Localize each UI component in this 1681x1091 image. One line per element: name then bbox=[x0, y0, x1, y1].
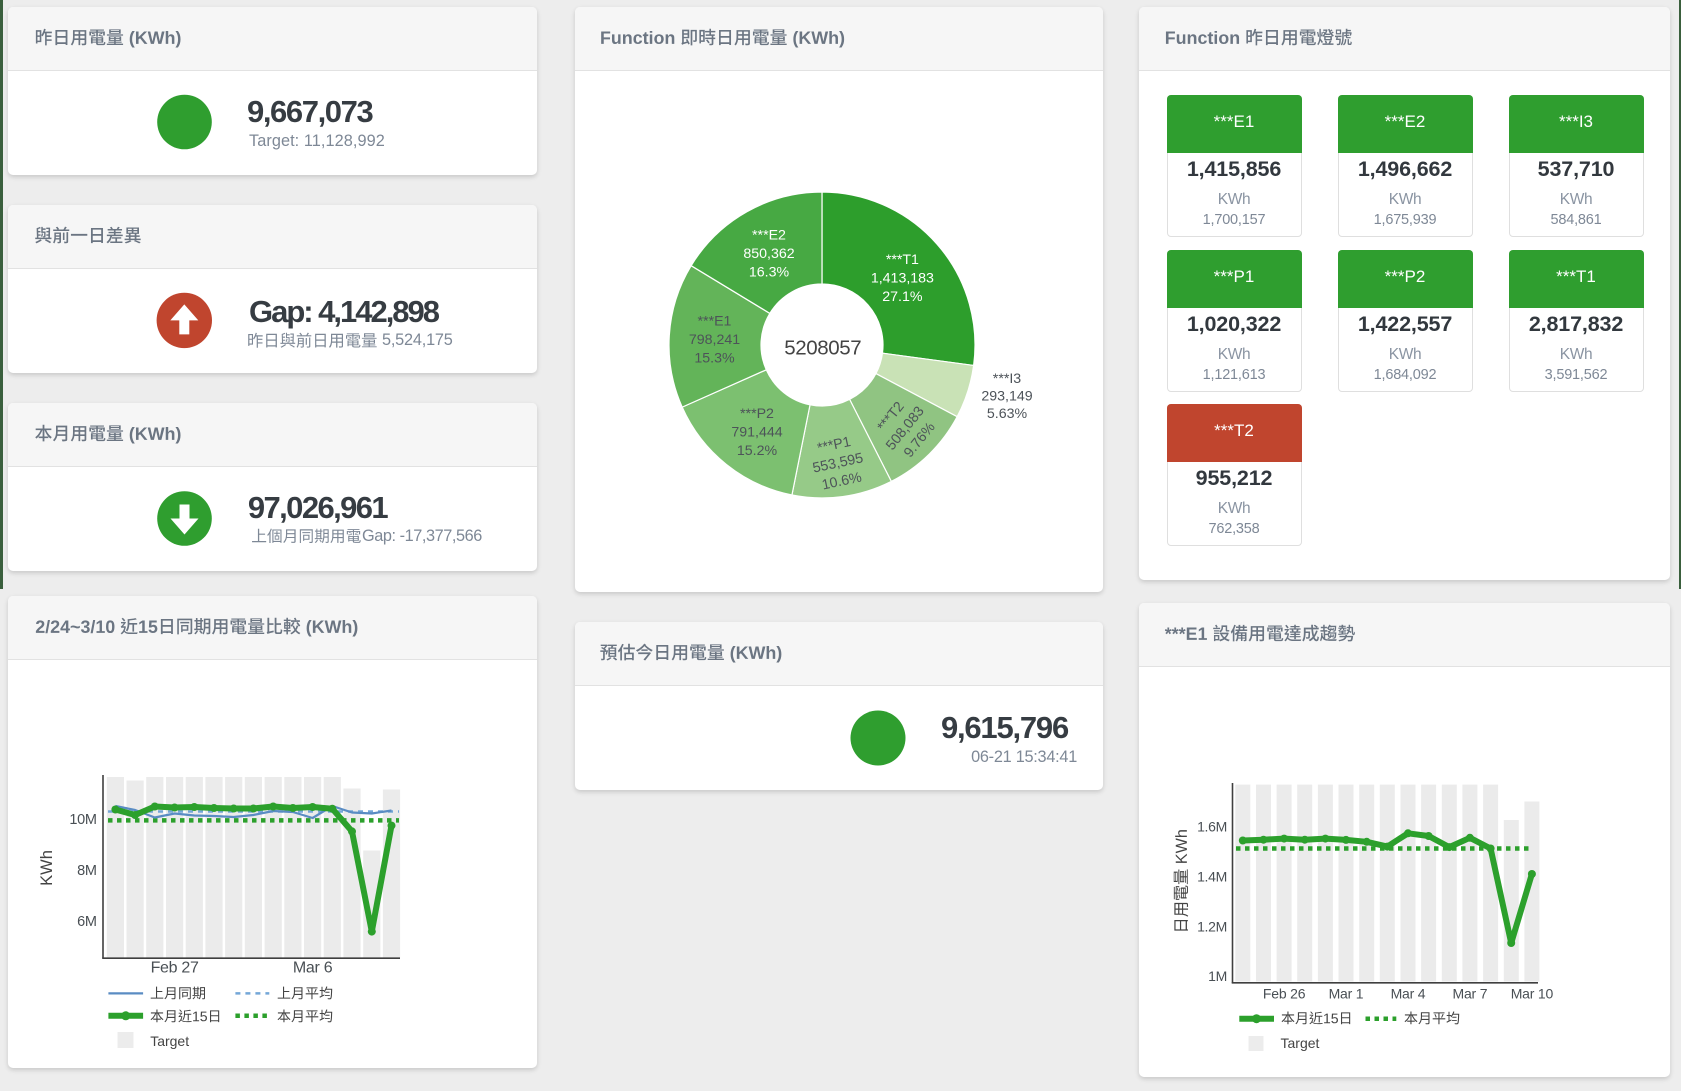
svg-text:Mar 7: Mar 7 bbox=[1453, 986, 1488, 1002]
svg-text:1.4M: 1.4M bbox=[1197, 869, 1227, 885]
svg-text:293,149: 293,149 bbox=[981, 388, 1032, 404]
svg-text:***P1: ***P1 bbox=[816, 434, 853, 457]
svg-text:Target: Target bbox=[150, 1033, 189, 1049]
svg-text:10M: 10M bbox=[69, 812, 96, 828]
svg-text:Mar 6: Mar 6 bbox=[293, 960, 333, 977]
svg-text:8M: 8M bbox=[77, 863, 97, 879]
svg-text:791,444: 791,444 bbox=[731, 424, 782, 440]
svg-text:1.2M: 1.2M bbox=[1197, 919, 1227, 935]
svg-text:5.63%: 5.63% bbox=[987, 406, 1028, 422]
svg-text:Mar 1: Mar 1 bbox=[1329, 986, 1364, 1002]
svg-text:***E2: ***E2 bbox=[752, 228, 786, 244]
svg-text:15.2%: 15.2% bbox=[737, 443, 778, 459]
svg-text:Target: Target bbox=[1281, 1035, 1320, 1051]
svg-text:798,241: 798,241 bbox=[689, 332, 740, 348]
svg-text:KWh: KWh bbox=[38, 850, 56, 886]
svg-text:Mar 4: Mar 4 bbox=[1391, 986, 1426, 1002]
svg-text:***T1: ***T1 bbox=[886, 252, 919, 268]
svg-text:850,362: 850,362 bbox=[743, 246, 794, 262]
svg-text:15.3%: 15.3% bbox=[694, 351, 735, 367]
svg-text:***P2: ***P2 bbox=[740, 406, 774, 422]
svg-text:27.1%: 27.1% bbox=[882, 289, 923, 305]
svg-text:1,413,183: 1,413,183 bbox=[871, 270, 934, 286]
svg-text:***E1: ***E1 bbox=[698, 314, 732, 330]
svg-text:1M: 1M bbox=[1208, 968, 1227, 984]
svg-text:***I3: ***I3 bbox=[993, 371, 1022, 387]
svg-text:5208057: 5208057 bbox=[784, 337, 861, 360]
svg-text:Feb 26: Feb 26 bbox=[1263, 986, 1306, 1002]
svg-text:1.6M: 1.6M bbox=[1197, 819, 1227, 835]
svg-text:Mar 10: Mar 10 bbox=[1511, 986, 1554, 1002]
svg-text:Feb 27: Feb 27 bbox=[151, 960, 199, 977]
svg-text:16.3%: 16.3% bbox=[749, 265, 790, 281]
svg-text:6M: 6M bbox=[77, 914, 97, 930]
